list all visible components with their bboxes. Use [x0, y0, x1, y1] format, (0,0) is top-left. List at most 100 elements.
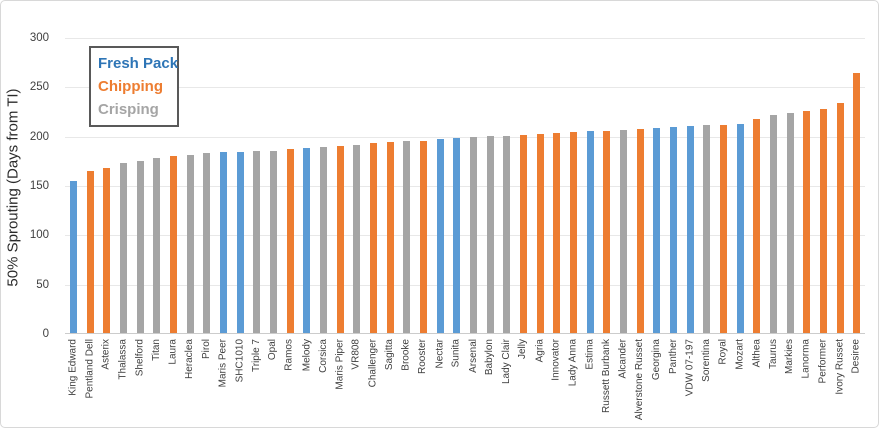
gridline-100: [65, 235, 865, 236]
bar-column: [298, 38, 315, 334]
x-label-cell: Estima: [582, 337, 599, 421]
bar-column: [448, 38, 465, 334]
x-category-label: Panther: [667, 339, 679, 375]
x-label-cell: Russett Burbank: [599, 337, 616, 421]
bar-column: [198, 38, 215, 334]
x-category-label: Markies: [784, 339, 796, 375]
bar: [169, 156, 177, 334]
bar-column: [665, 38, 682, 334]
bar: [386, 142, 394, 334]
x-label-cell: Lanorma: [799, 337, 816, 421]
x-category-label: Georgina: [650, 339, 662, 381]
y-tick-label-250: 250: [29, 81, 49, 93]
x-category-label: Brooke: [400, 339, 412, 371]
bar: [369, 143, 377, 334]
bar: [770, 115, 778, 334]
x-category-label: Ivory Russet: [834, 339, 846, 395]
gridline-250: [65, 87, 865, 88]
bar: [136, 161, 144, 334]
bar: [419, 141, 427, 334]
bar: [253, 151, 261, 334]
y-tick-label-150: 150: [29, 180, 49, 192]
x-category-label: Jelly: [517, 339, 529, 360]
bar-column: [715, 38, 732, 334]
gridline-50: [65, 285, 865, 286]
bar: [753, 119, 761, 334]
bar: [636, 129, 644, 334]
bar: [620, 130, 627, 334]
x-category-label: Royal: [717, 339, 729, 365]
bar: [236, 152, 244, 334]
x-category-label: Estima: [584, 339, 596, 370]
bar-column: [498, 38, 515, 334]
bar: [153, 158, 161, 334]
bar-column: [849, 38, 866, 334]
bar-column: [749, 38, 766, 334]
x-label-cell: Jelly: [515, 337, 532, 421]
x-category-label: Laura: [167, 339, 179, 365]
bar: [69, 181, 77, 334]
bar-column: [482, 38, 499, 334]
x-category-label: Nectar: [434, 339, 446, 369]
x-label-cell: Arsenal: [465, 337, 482, 421]
x-category-label: Russett Burbank: [600, 339, 612, 413]
bar: [686, 126, 694, 334]
bar: [820, 109, 828, 334]
bar-column: [432, 38, 449, 334]
x-category-label: Maris Peer: [217, 339, 229, 388]
x-label-cell: Heraclea: [182, 337, 199, 421]
x-label-cell: Rooster: [415, 337, 432, 421]
x-label-cell: Sagitta: [382, 337, 399, 421]
x-category-label: Challenger: [367, 339, 379, 388]
bar: [720, 125, 728, 334]
bar-column: [515, 38, 532, 334]
bar-column: [115, 38, 132, 334]
x-label-cell: Maris Piper: [332, 337, 349, 421]
x-category-label: Lady Clair: [500, 339, 512, 385]
x-label-cell: Mozart: [732, 337, 749, 421]
bar: [336, 146, 344, 334]
x-label-cell: Sunita: [448, 337, 465, 421]
x-label-cell: Lady Clair: [498, 337, 515, 421]
bar-column: [332, 38, 349, 334]
x-label-cell: SHC1010: [232, 337, 249, 421]
x-category-label: Titan: [150, 339, 162, 361]
x-category-label: Arsenal: [467, 339, 479, 373]
bar: [186, 155, 194, 334]
x-category-label: VDW 07-197: [684, 339, 696, 397]
bar-column: [799, 38, 816, 334]
x-category-label: Sunita: [450, 339, 462, 368]
x-label-cell: Agria: [532, 337, 549, 421]
bar: [469, 137, 477, 334]
bar: [569, 132, 577, 334]
x-category-label: Mozart: [734, 339, 746, 370]
y-tick-label-200: 200: [29, 131, 49, 143]
x-label-cell: Pentland Dell: [82, 337, 99, 421]
gridline-150: [65, 186, 865, 187]
bar: [736, 124, 744, 334]
bar-column: [282, 38, 299, 334]
bar: [436, 139, 444, 334]
x-category-label: Pentland Dell: [84, 339, 96, 399]
x-category-label: Thalassa: [117, 339, 129, 380]
x-label-cell: Corsica: [315, 337, 332, 421]
x-label-cell: Ramos: [282, 337, 299, 421]
x-category-label: SHC1010: [234, 339, 246, 383]
bar-column: [65, 38, 82, 334]
x-label-cell: Pirol: [198, 337, 215, 421]
bar-column: [265, 38, 282, 334]
x-axis-category-labels: King Edward Pentland Dell Asterix Thalassa S…: [65, 337, 865, 421]
x-category-label: Asterix: [100, 339, 112, 370]
bar-column: [548, 38, 565, 334]
bar-column: [82, 38, 99, 334]
bar: [803, 111, 811, 334]
x-label-cell: Asterix: [98, 337, 115, 421]
bar: [203, 153, 211, 334]
bar-column: [398, 38, 415, 334]
bar: [519, 135, 527, 334]
x-category-label: Heraclea: [184, 339, 196, 380]
x-category-label: Lanorma: [800, 339, 812, 379]
x-category-label: Maris Piper: [334, 339, 346, 390]
bar: [553, 133, 561, 334]
x-label-cell: Desiree: [849, 337, 866, 421]
